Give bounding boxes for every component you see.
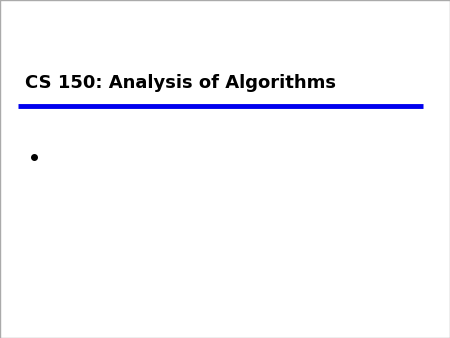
Text: CS 150: Analysis of Algorithms: CS 150: Analysis of Algorithms [25, 74, 336, 92]
